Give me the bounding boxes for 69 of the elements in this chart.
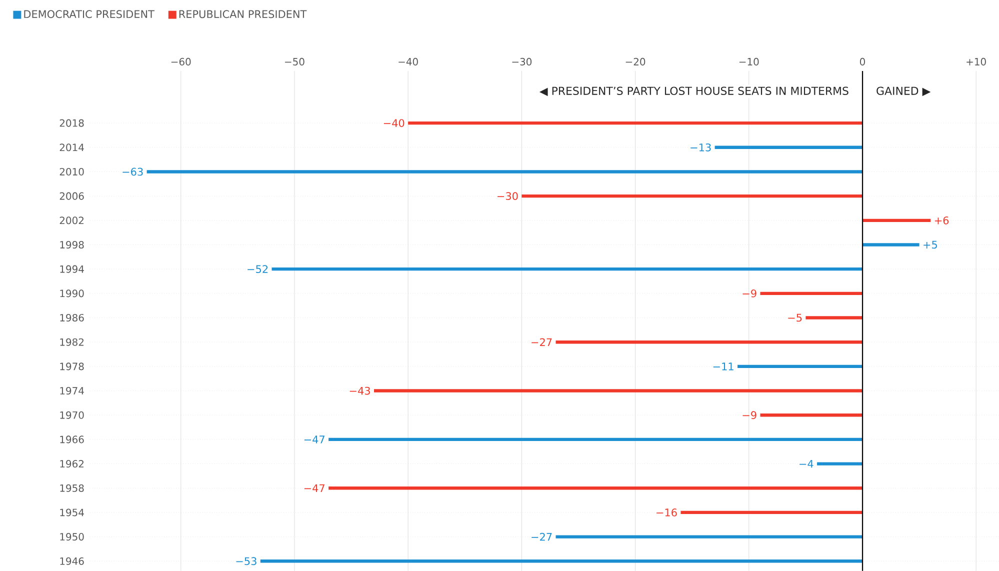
bar [260,559,862,562]
y-tick-label: 1954 [60,508,84,516]
data-label: −9 [742,410,756,419]
data-label: −40 [384,118,404,127]
data-label: −11 [713,362,734,370]
bar [862,242,920,246]
x-tick-label: 0 [860,58,865,66]
data-label: −16 [656,508,677,516]
y-tick-label: 1946 [60,557,84,565]
bar [760,413,862,416]
bar [374,388,862,392]
data-label: −13 [690,143,711,152]
x-tick-label: −20 [626,58,646,66]
bar [328,486,862,490]
y-tick-label: 1974 [60,386,84,394]
y-tick-label: 2006 [60,192,84,200]
bar [714,146,862,149]
data-label: −4 [800,460,814,468]
data-label: −47 [304,484,324,492]
legend-label: REPUBLICAN PRESIDENT [179,10,307,18]
data-label: −53 [236,556,256,565]
y-tick-label: 1962 [60,460,84,468]
y-tick-label: 1958 [60,484,84,492]
data-label: −9 [742,289,756,298]
y-tick-label: 2010 [60,168,84,176]
data-label: −47 [304,435,324,444]
bar [556,340,862,344]
data-label: −43 [350,386,370,394]
legend-label: DEMOCRATIC PRESIDENT [24,10,154,18]
data-label: −63 [122,168,143,176]
data-label: −5 [788,314,802,322]
bar [680,510,862,514]
bar [522,194,862,198]
bar [738,364,862,368]
x-tick-label: +10 [966,58,986,66]
x-tick-label: −10 [739,58,759,66]
x-tick-label: −50 [285,58,304,66]
bar [806,316,862,320]
y-tick-label: 1982 [60,338,84,346]
y-tick-label: 2002 [60,216,84,224]
data-label: −52 [248,264,268,273]
bar [556,534,862,538]
bar [146,170,862,174]
bar [862,218,931,222]
y-tick-label: 1978 [60,362,84,370]
bar [817,462,862,466]
data-label: −27 [532,338,552,346]
x-tick-label: −30 [512,58,532,66]
bar [760,292,862,295]
x-tick-label: −40 [398,58,418,66]
data-label: +5 [924,240,937,248]
data-label: +6 [934,216,949,224]
y-tick-label: 1998 [60,240,84,248]
text: ◀ PRESIDENT’S PARTY LOST HOUSE SEATS IN MIDTERMS [539,86,848,96]
y-tick-label: 1950 [60,532,84,540]
bar [408,121,862,124]
y-tick-label: 1994 [60,265,84,273]
bar [328,438,862,441]
y-tick-label: 2014 [60,143,84,151]
y-tick-label: 1986 [60,314,84,322]
y-tick-label: 1970 [60,411,84,419]
x-tick-label: −60 [171,58,191,66]
data-label: −30 [498,192,518,200]
y-tick-label: 1966 [60,435,84,443]
data-label: −27 [532,532,552,540]
bar [272,267,862,270]
y-tick-label: 1990 [60,289,84,297]
text: GAINED ▶ [876,86,931,96]
y-tick-label: 2018 [60,119,84,127]
